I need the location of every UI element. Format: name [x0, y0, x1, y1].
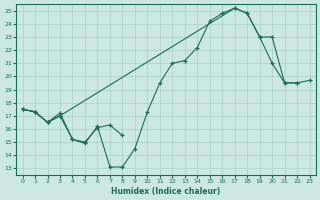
X-axis label: Humidex (Indice chaleur): Humidex (Indice chaleur) — [111, 187, 221, 196]
